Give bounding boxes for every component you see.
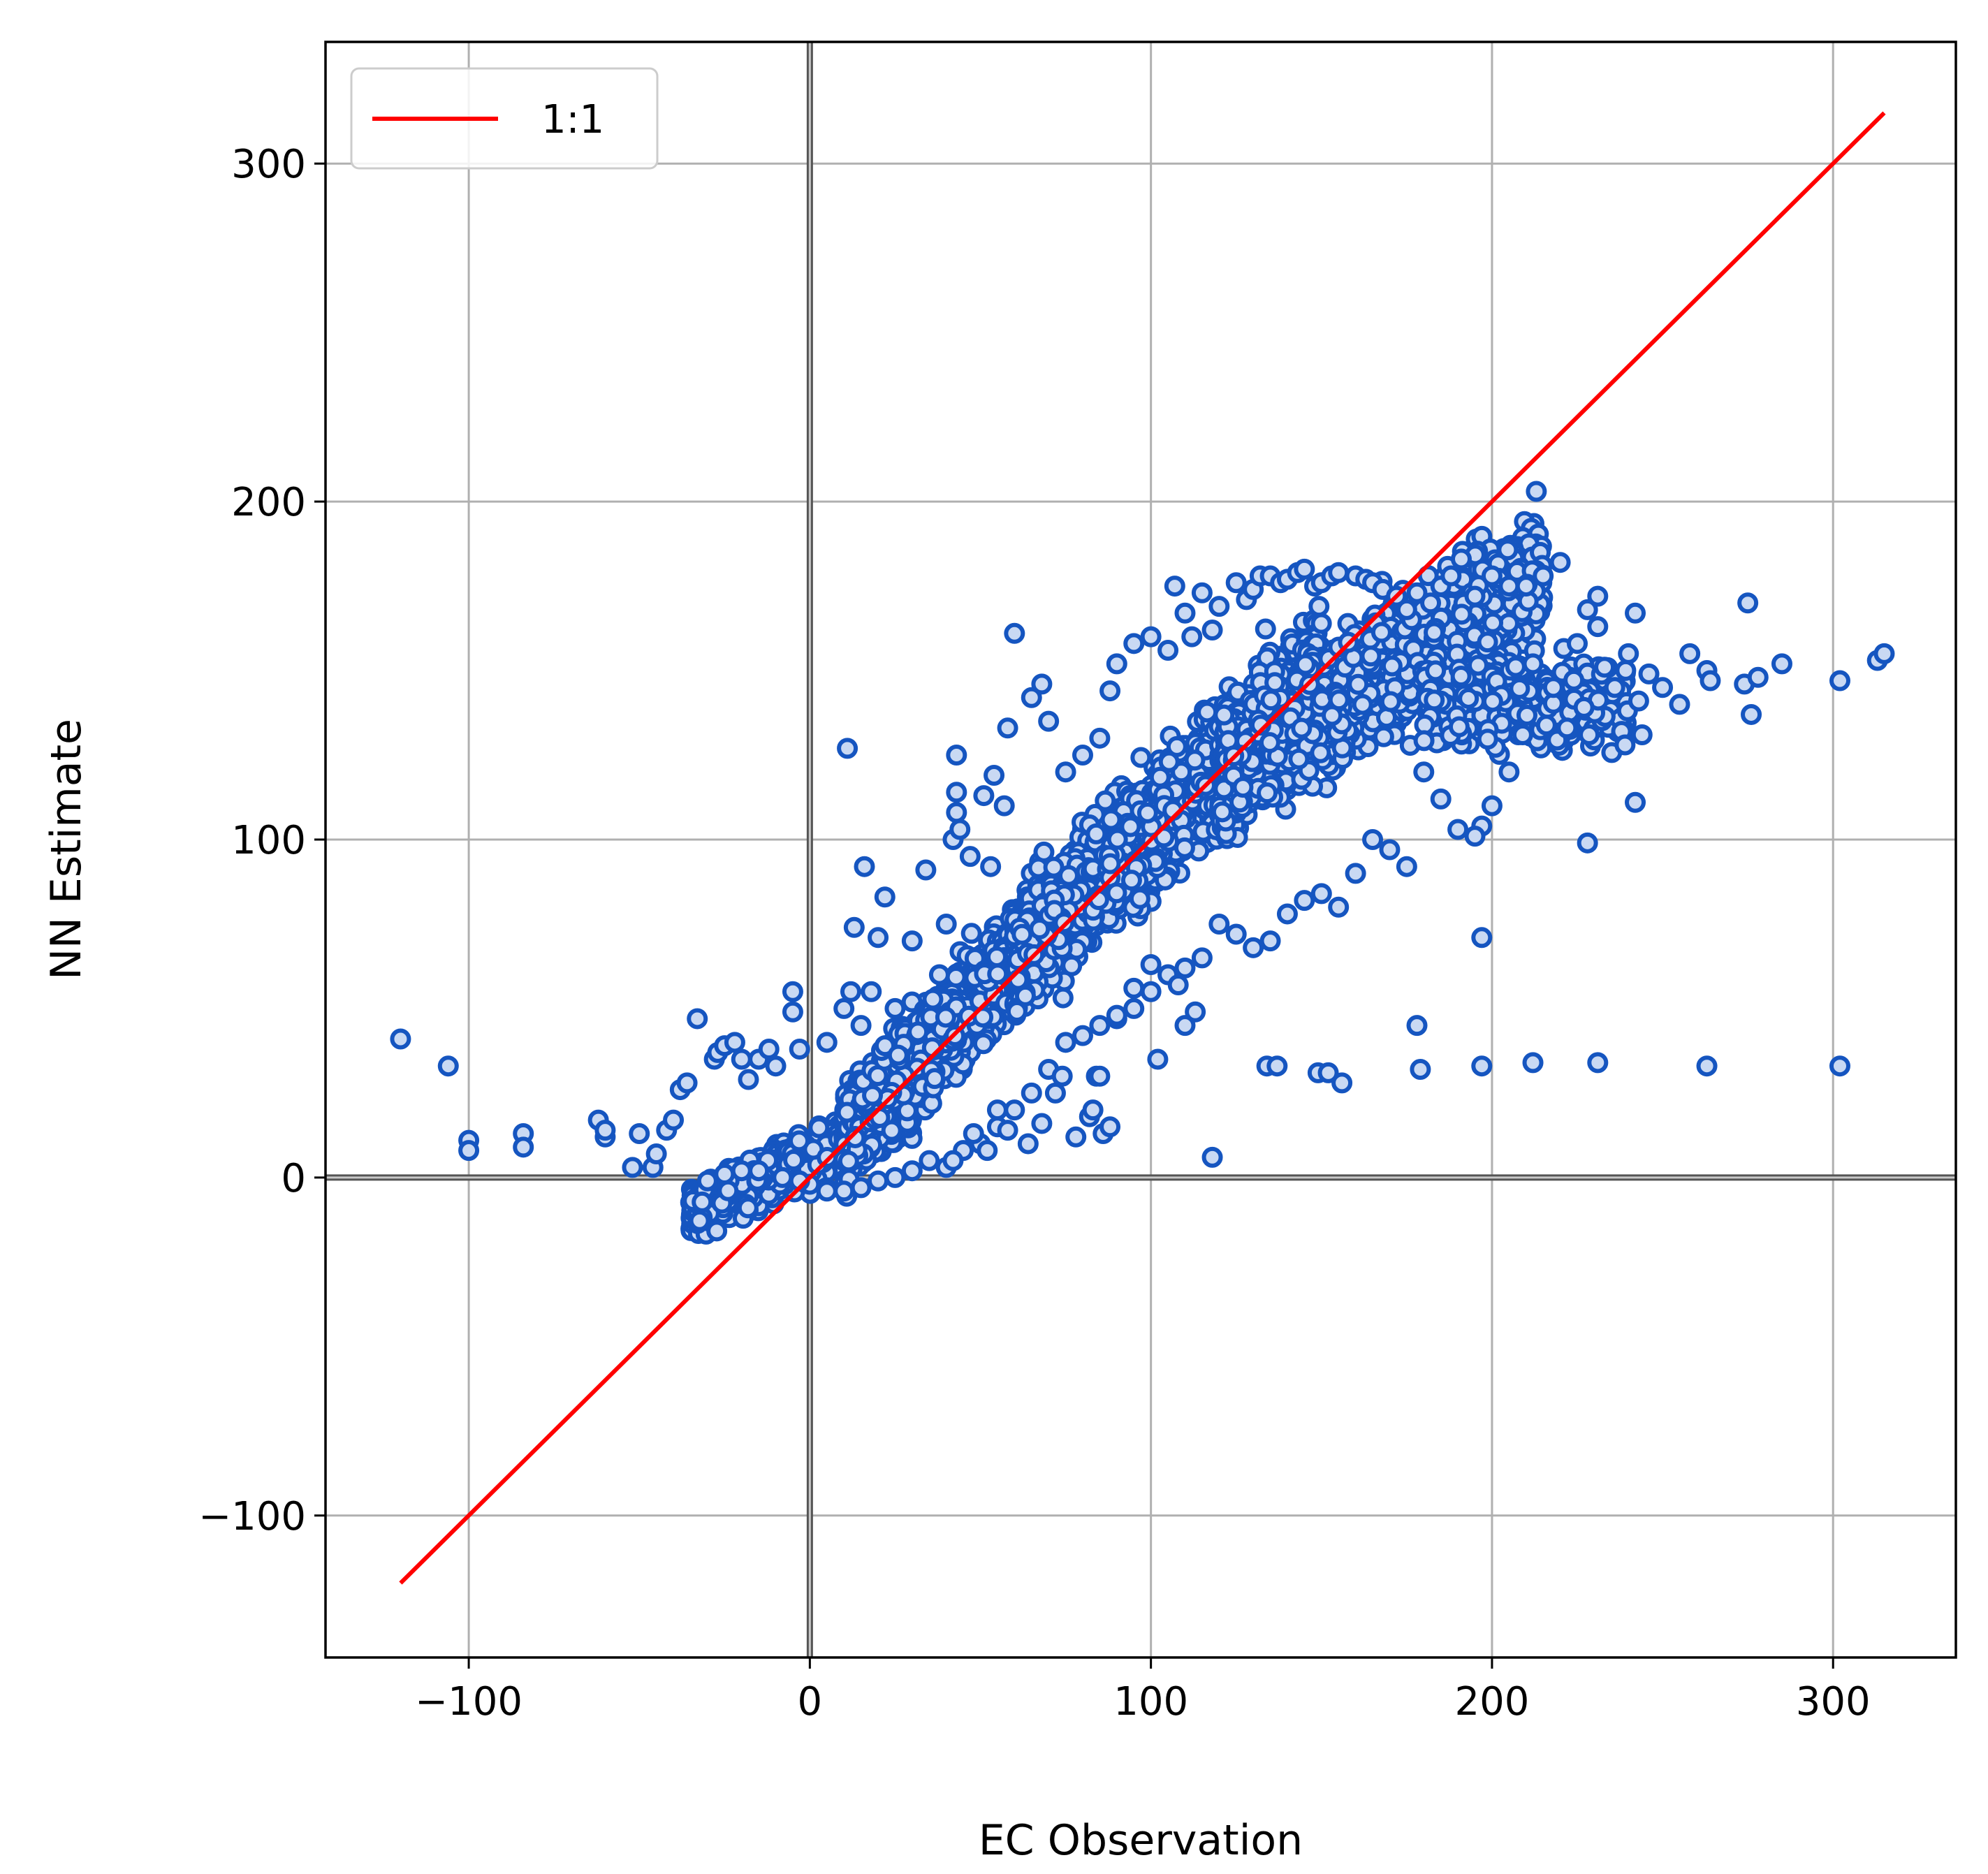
scatter-point-region-2-1746 <box>1255 618 1276 640</box>
scatter-point-region-1-1956 <box>907 1021 929 1043</box>
scatter-point-region-2-1866 <box>1197 701 1218 723</box>
scatter-point-region-1-1980 <box>945 966 967 988</box>
scatter-point-region-2-1347 <box>1061 955 1083 976</box>
scatter-point-region-2-1018 <box>1130 747 1152 768</box>
scatter-point-region-0-1087 <box>717 1180 739 1201</box>
scatter-point-region-0-1090 <box>737 1197 759 1219</box>
scatter-point-region-1-1994 <box>924 1068 946 1090</box>
scatter-point-region-1-1523 <box>960 923 982 944</box>
scatter-point-region-1-1988 <box>887 1044 909 1066</box>
scatter-point-region-0-1020 <box>706 1220 728 1242</box>
scatter-point-region-0-1080 <box>692 1191 713 1213</box>
scatter-point-region-2-1569 <box>1308 596 1330 617</box>
scatter-point-region-2-743 <box>1052 987 1074 1009</box>
scatter-point-region-1-1975 <box>935 1006 956 1028</box>
scatter-point-region-1-1986 <box>867 1064 889 1086</box>
scatter-point-region-1-1922 <box>836 1101 858 1123</box>
scatter-point-region-1-1944 <box>922 988 944 1010</box>
scatter-point-region-1-1999 <box>862 1085 884 1106</box>
scatter-points <box>390 481 1895 1245</box>
scatter-point-region-0-1066 <box>808 1117 830 1139</box>
scatter-point-region-0-1091 <box>783 1150 805 1171</box>
zero-lines <box>326 42 1956 1657</box>
scatter-point-region-1-1945 <box>972 1033 994 1055</box>
scatter-point-region-1-1984 <box>838 1150 859 1172</box>
scatter-point-region-0-1070 <box>689 1210 710 1231</box>
scatter-point-region-1-1996 <box>987 963 1009 985</box>
scatter-point-region-0-1083 <box>788 1130 810 1152</box>
